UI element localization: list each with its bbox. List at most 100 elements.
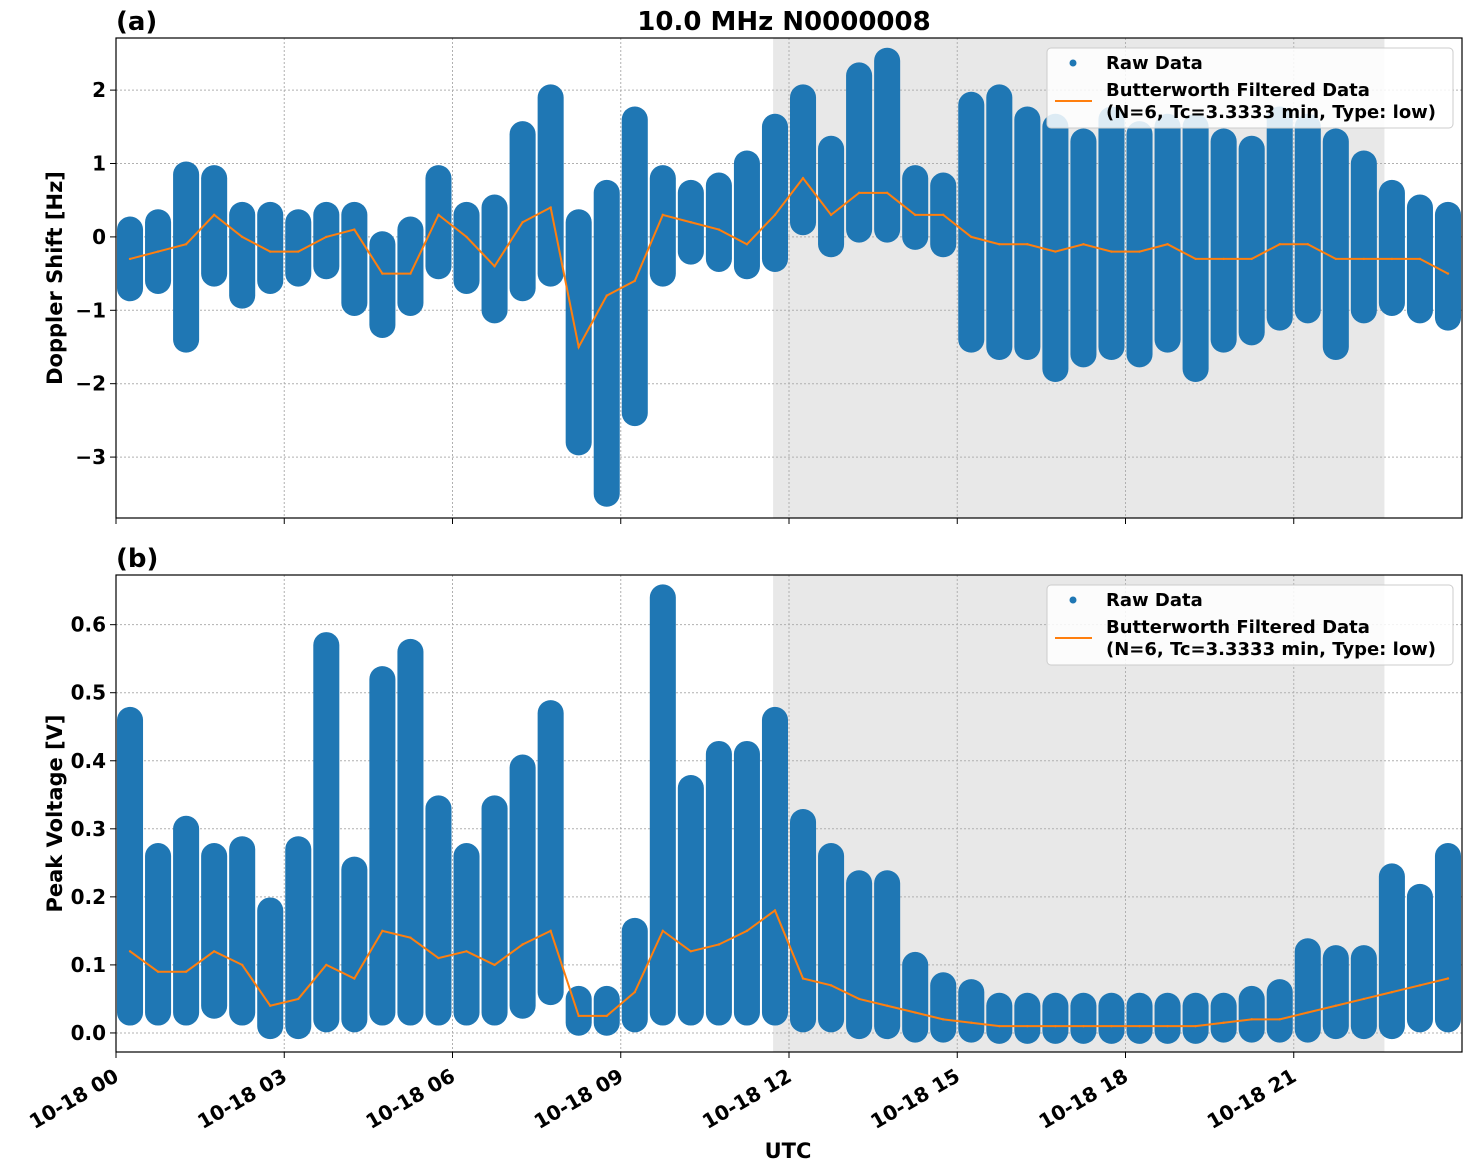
filtered-point bbox=[801, 176, 805, 180]
filtered-point bbox=[1138, 1024, 1141, 1028]
filtered-point bbox=[381, 929, 384, 933]
filtered-point bbox=[1418, 984, 1422, 987]
legend: Raw Data Butterworth Filtered Data(N=6, T… bbox=[1046, 584, 1454, 666]
x-tick-label: 10-18 03 bbox=[193, 1064, 291, 1134]
filtered-point bbox=[633, 990, 636, 994]
filtered-point bbox=[521, 943, 524, 946]
legend: Raw Data Butterworth Filtered Data(N=6, T… bbox=[1046, 47, 1454, 129]
filtered-point bbox=[1250, 257, 1253, 261]
y-tick-label: 0.6 bbox=[71, 613, 106, 637]
filtered-point bbox=[1166, 1024, 1169, 1028]
filtered-point bbox=[1026, 243, 1029, 246]
filtered-point bbox=[184, 243, 188, 246]
filtered-point bbox=[269, 1004, 272, 1007]
filtered-point bbox=[1362, 257, 1366, 261]
filtered-point bbox=[1334, 257, 1338, 261]
y-axis-label: Doppler Shift [Hz] bbox=[43, 171, 67, 385]
x-tick-label: 10-18 09 bbox=[530, 1064, 628, 1134]
filtered-point bbox=[913, 1011, 917, 1014]
filtered-point bbox=[1278, 243, 1281, 246]
y-tick-label: −3 bbox=[75, 445, 106, 469]
y-tick-label: −1 bbox=[75, 298, 106, 322]
filtered-point bbox=[970, 1021, 973, 1024]
y-tick-label: 2 bbox=[92, 78, 106, 102]
y-tick-label: 0.1 bbox=[71, 953, 106, 977]
filtered-point bbox=[549, 929, 552, 933]
filtered-point bbox=[1278, 1018, 1281, 1021]
filtered-point bbox=[437, 956, 440, 960]
legend-entry: (N=6, Tc=3.3333 min, Type: low) bbox=[1106, 102, 1436, 123]
filtered-point bbox=[857, 997, 861, 1001]
filtered-point bbox=[1166, 243, 1169, 246]
filtered-point bbox=[1082, 1024, 1085, 1028]
filtered-point bbox=[493, 265, 496, 268]
x-tick-label: 10-18 15 bbox=[866, 1064, 964, 1134]
filtered-point bbox=[128, 257, 132, 261]
filtered-point bbox=[1054, 250, 1057, 253]
x-axis-label: UTC bbox=[765, 1139, 812, 1163]
filtered-point bbox=[269, 250, 272, 253]
filtered-point bbox=[745, 929, 749, 933]
filtered-point bbox=[970, 235, 973, 239]
filtered-point bbox=[212, 950, 216, 953]
panel-a: 2 1 0 −1 −2 −3 (a) Doppler Shift [Hz] Raw Data Bu… bbox=[43, 7, 1463, 524]
legend-entry: Raw Data bbox=[1106, 590, 1203, 611]
filtered-point bbox=[1446, 272, 1450, 275]
filtered-point bbox=[240, 963, 244, 967]
y-tick-label: 0.3 bbox=[71, 817, 106, 841]
filtered-point bbox=[605, 1014, 608, 1018]
filtered-point bbox=[661, 929, 665, 933]
filtered-point bbox=[465, 950, 468, 953]
filtered-point bbox=[577, 1014, 580, 1018]
filtered-point bbox=[1418, 257, 1422, 261]
filtered-point bbox=[857, 191, 861, 195]
y-tick-label: 0.4 bbox=[71, 749, 106, 773]
filtered-point bbox=[1362, 997, 1366, 1001]
filtered-point bbox=[437, 213, 440, 217]
filtered-point bbox=[1446, 977, 1450, 980]
legend-raw-marker bbox=[1069, 596, 1077, 604]
filtered-point bbox=[353, 228, 356, 231]
filtered-point bbox=[998, 1024, 1001, 1028]
filtered-point bbox=[885, 1004, 889, 1007]
x-tick-label: 10-18 06 bbox=[361, 1064, 459, 1134]
y-tick-label: 0.0 bbox=[71, 1021, 106, 1045]
filtered-point bbox=[717, 943, 721, 946]
filtered-point bbox=[325, 235, 328, 239]
filtered-point bbox=[942, 213, 945, 217]
x-tick-label: 10-18 21 bbox=[1203, 1064, 1301, 1134]
filtered-point bbox=[184, 970, 188, 973]
filtered-point bbox=[1222, 257, 1225, 261]
filtered-point bbox=[942, 1018, 945, 1021]
filtered-point bbox=[1390, 990, 1394, 994]
filtered-point bbox=[1138, 250, 1141, 253]
filtered-point bbox=[1306, 1011, 1309, 1014]
panel-b: 10-18 00 10-18 03 10-18 06 10-18 09 10-18 12… bbox=[25, 544, 1463, 1134]
filtered-point bbox=[773, 909, 777, 912]
filtered-point bbox=[1110, 1024, 1113, 1028]
filtered-point bbox=[801, 977, 805, 980]
filtered-point bbox=[156, 970, 160, 973]
filtered-point bbox=[381, 272, 384, 275]
filtered-point bbox=[409, 272, 412, 275]
x-tick-label: 10-18 12 bbox=[698, 1064, 796, 1134]
panel-label: (a) bbox=[116, 7, 157, 37]
filtered-point bbox=[493, 963, 496, 967]
filtered-point bbox=[1026, 1024, 1029, 1028]
y-tick-label: 0 bbox=[92, 225, 106, 249]
filtered-point bbox=[1222, 1021, 1225, 1024]
legend-raw-marker bbox=[1069, 59, 1077, 67]
filtered-point bbox=[633, 279, 636, 283]
filtered-point bbox=[325, 963, 328, 967]
legend-entry: Butterworth Filtered Data bbox=[1106, 617, 1370, 638]
legend-entry: Butterworth Filtered Data bbox=[1106, 80, 1370, 101]
y-axis-label: Peak Voltage [V] bbox=[43, 714, 67, 912]
filtered-point bbox=[156, 250, 160, 253]
filtered-point bbox=[745, 243, 749, 246]
filtered-point bbox=[521, 221, 524, 224]
filtered-point bbox=[1334, 1004, 1338, 1007]
axes-frame bbox=[115, 574, 1463, 1053]
filtered-data-line bbox=[129, 176, 1449, 350]
filtered-point bbox=[212, 213, 216, 217]
